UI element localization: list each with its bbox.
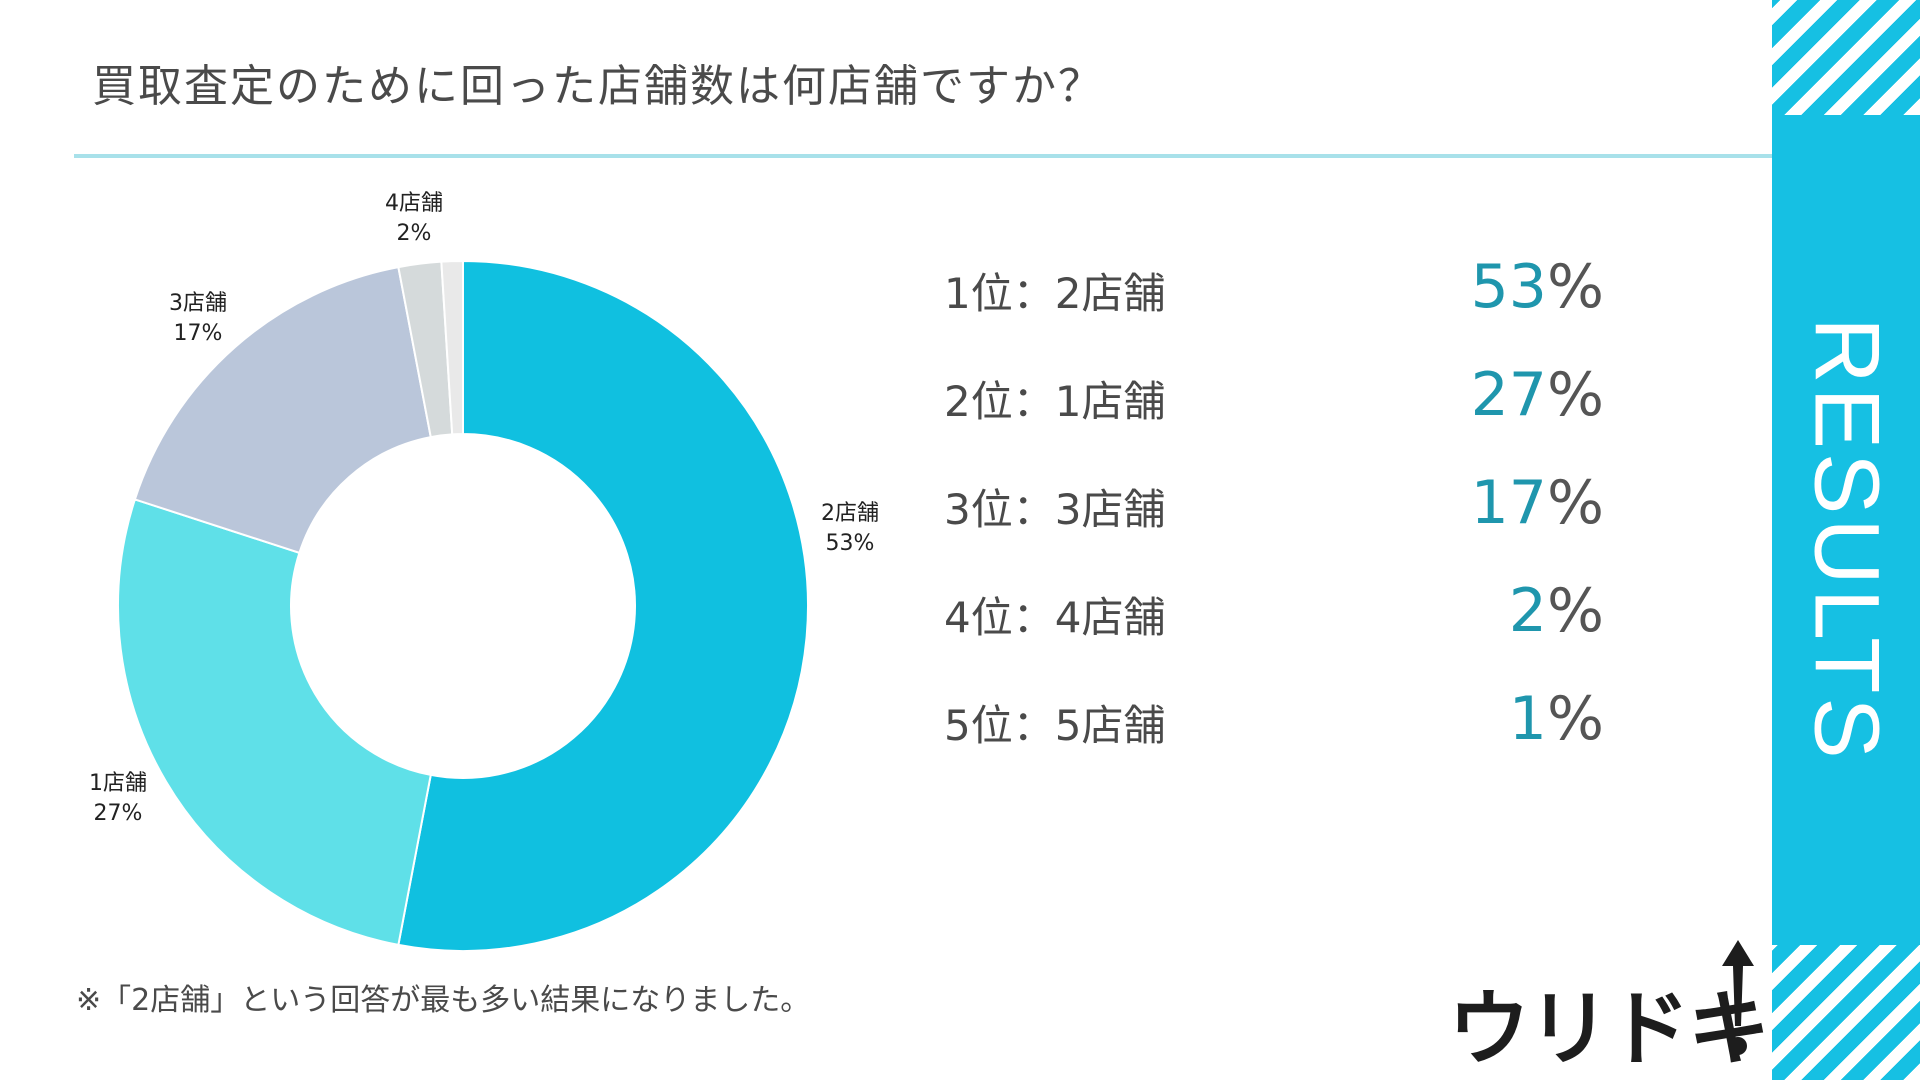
ranking-row-3: 3位：3店舗 17% [944, 468, 1604, 538]
ranking-percent-sign: % [1546, 576, 1604, 646]
slice-label-value: 27% [94, 801, 143, 826]
ranking-percent-sign: % [1546, 252, 1604, 322]
up-arrow-icon [1722, 940, 1754, 1055]
ranking-number: 1 [1508, 684, 1547, 754]
ranking-number: 2 [1508, 576, 1547, 646]
slice-label-value: 53% [826, 531, 875, 556]
slice-label-value: 2% [397, 221, 432, 246]
ranking-value: 1% [1509, 684, 1604, 754]
ranking-percent-sign: % [1546, 684, 1604, 754]
stripe-decoration-bottom [1772, 945, 1920, 1080]
slice-label-value: 17% [174, 321, 223, 346]
slice-label-name: 3店舗 [169, 291, 227, 316]
donut-slice-3 [133, 265, 432, 555]
ranking-value: 2% [1509, 576, 1604, 646]
ranking-row-2: 2位：1店舗 27% [944, 360, 1604, 430]
ranking-label: 4位：4店舗 [944, 593, 1166, 642]
ranking-label: 5位：5店舗 [944, 701, 1166, 750]
slice-label-name: 1店舗 [89, 771, 147, 796]
slice-label-name: 2店舗 [821, 501, 879, 526]
ranking-number: 17 [1470, 468, 1547, 538]
results-sidebar: RESULTS [1772, 0, 1920, 1080]
ranking-label: 2位：1店舗 [944, 377, 1166, 426]
ranking-value: 17% [1471, 468, 1604, 538]
donut-chart: 2店舗 53% 1店舗 27% 3店舗 17% 4店舗 2% [89, 191, 879, 952]
ranking-row-1: 1位：2店舗 53% [944, 252, 1604, 322]
brand-logo: ウリドキ [1448, 940, 1770, 1077]
ranking-row-5: 5位：5店舗 1% [944, 684, 1604, 754]
ranking-label: 3位：3店舗 [944, 485, 1166, 534]
page-title: 買取査定のために回った店舗数は何店舗ですか？ [92, 61, 1104, 112]
ranking-row-4: 4位：4店舗 2% [944, 576, 1604, 646]
donut-slice-1 [397, 259, 809, 952]
footnote: ※「2店舗」という回答が最も多い結果になりました。 [76, 983, 811, 1018]
ranking-percent-sign: % [1546, 360, 1604, 430]
ranking-value: 27% [1471, 360, 1604, 430]
donut-slice-5 [440, 259, 464, 436]
ranking-number: 27 [1470, 360, 1547, 430]
donut-slice-2 [117, 498, 432, 947]
title-divider [74, 154, 1772, 158]
slice-label-name: 4店舗 [385, 191, 443, 216]
logo-wordmark: ウリドキ [1448, 982, 1770, 1077]
ranking-percent-sign: % [1546, 468, 1604, 538]
ranking-number: 53 [1470, 252, 1547, 322]
stripe-decoration-top [1772, 0, 1920, 115]
ranking-label: 1位：2店舗 [944, 269, 1166, 318]
sidebar-label: RESULTS [1795, 317, 1898, 763]
ranking-value: 53% [1471, 252, 1604, 322]
